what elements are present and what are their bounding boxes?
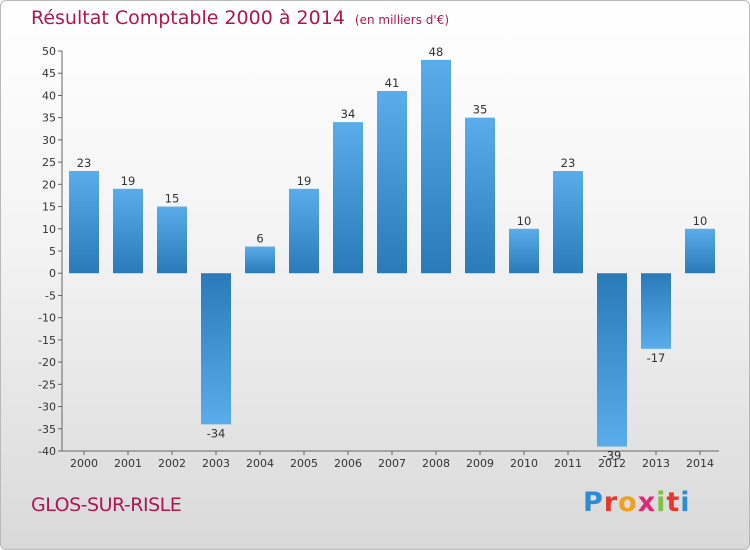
y-tick-label: 45	[42, 67, 56, 80]
x-tick-label: 2009	[466, 457, 494, 470]
data-labels: 23 19 15 -34 6 19 34 41 48 35 10 23 -39 -17 10	[77, 45, 708, 463]
town-name: GLOS-SUR-RISLE	[31, 494, 182, 516]
bar-2013[interactable]	[641, 273, 671, 349]
bar-2005[interactable]	[289, 188, 319, 274]
x-tick-label: 2003	[202, 457, 230, 470]
x-tick-label: 2014	[686, 457, 714, 470]
bar-2008[interactable]	[421, 59, 451, 274]
data-label-2007: 41	[385, 76, 400, 90]
x-tick-label: 2012	[598, 457, 626, 470]
y-tick-label: 15	[42, 201, 56, 214]
y-tick-label: 35	[42, 112, 56, 125]
y-tick-label: 20	[42, 178, 56, 191]
data-label-2000: 23	[77, 156, 92, 170]
logo-letter: r	[603, 487, 619, 518]
data-label-2006: 34	[341, 107, 356, 121]
y-tick-label: -40	[38, 445, 56, 458]
data-label-2014: 10	[693, 214, 708, 228]
y-tick-label: -15	[38, 334, 56, 347]
data-label-2008: 48	[429, 45, 444, 59]
bar-2004[interactable]	[245, 246, 275, 274]
bars	[69, 59, 715, 447]
axes: -40 -35 -30 -25 -20 -15 -10 -5 0 5 10 15 20 25 30 35 40 4…	[38, 45, 719, 470]
data-label-2010: 10	[517, 214, 532, 228]
y-tick-label: -35	[38, 423, 56, 436]
x-tick-label: 2006	[334, 457, 362, 470]
y-tick-label: -30	[38, 401, 56, 414]
logo-letter: x	[637, 487, 657, 518]
x-tick-label: 2007	[378, 457, 406, 470]
bar-2007[interactable]	[377, 91, 407, 274]
data-label-2013: -17	[647, 351, 666, 365]
x-tick-label: 2011	[554, 457, 582, 470]
y-tick-label: 25	[42, 156, 56, 169]
bar-2009[interactable]	[465, 117, 495, 274]
y-tick-label: -5	[45, 289, 56, 302]
chart-title: Résultat Comptable 2000 à 2014 (en millie…	[31, 7, 449, 29]
data-label-2009: 35	[473, 103, 488, 117]
y-tick-label: 5	[49, 245, 56, 258]
bar-2011[interactable]	[553, 171, 583, 274]
y-tick-label: -10	[38, 312, 56, 325]
data-label-2002: 15	[165, 192, 180, 206]
data-label-2001: 19	[121, 174, 136, 188]
y-tick-label: 0	[49, 267, 56, 280]
y-tick-label: 50	[42, 45, 56, 58]
bar-2014[interactable]	[685, 228, 715, 274]
data-label-2012: -39	[603, 449, 622, 463]
chart-title-text: Résultat Comptable 2000 à 2014	[31, 7, 345, 29]
data-label-2003: -34	[207, 426, 226, 440]
bar-2006[interactable]	[333, 122, 363, 274]
y-tick-label: 30	[42, 134, 56, 147]
y-tick-label: 10	[42, 223, 56, 236]
y-tick-label: -20	[38, 356, 56, 369]
bar-2000[interactable]	[69, 171, 99, 274]
data-label-2011: 23	[561, 156, 576, 170]
bar-2002[interactable]	[157, 206, 187, 274]
x-tick-label: 2001	[114, 457, 142, 470]
x-tick-label: 2000	[70, 457, 98, 470]
logo-letter: i	[680, 487, 691, 518]
x-tick-label: 2010	[510, 457, 538, 470]
bar-2010[interactable]	[509, 228, 539, 274]
bar-2001[interactable]	[113, 188, 143, 274]
x-tick-label: 2008	[422, 457, 450, 470]
chart-subtitle: (en milliers d'€)	[354, 13, 450, 27]
bar-2003[interactable]	[201, 273, 231, 425]
y-tick-label: -25	[38, 378, 56, 391]
data-label-2004: 6	[256, 232, 263, 246]
x-tick-label: 2004	[246, 457, 274, 470]
x-tick-label: 2002	[158, 457, 186, 470]
data-label-2005: 19	[297, 174, 312, 188]
logo-letter: i	[656, 487, 667, 518]
y-tick-label: 40	[42, 89, 56, 102]
bar-2012[interactable]	[597, 273, 627, 447]
x-tick-label: 2005	[290, 457, 318, 470]
logo-letter: o	[618, 487, 638, 518]
logo-letter: P	[583, 487, 604, 518]
logo-letter: t	[666, 487, 681, 518]
x-tick-label: 2013	[642, 457, 670, 470]
proxiti-logo[interactable]: Proxiti	[583, 487, 691, 518]
